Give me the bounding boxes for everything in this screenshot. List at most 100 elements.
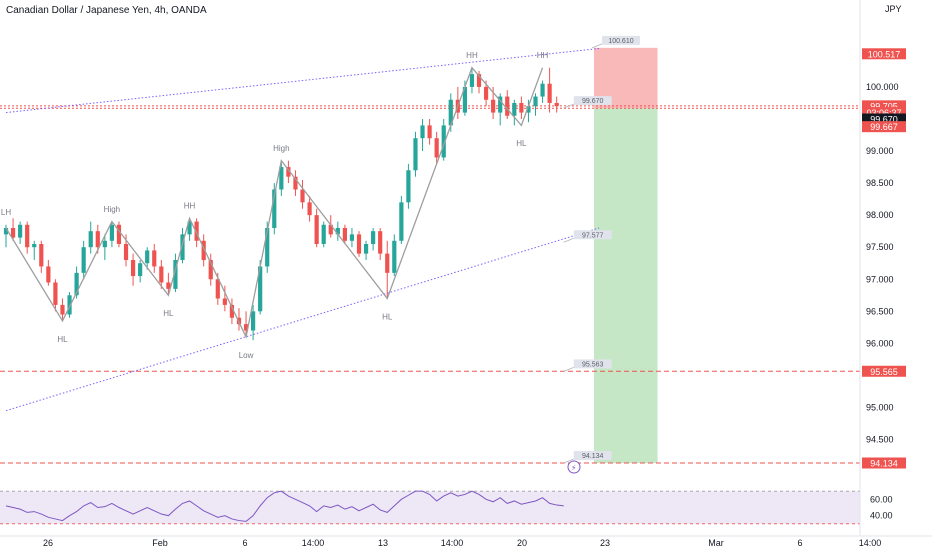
candle-body xyxy=(116,224,122,244)
candle-body xyxy=(130,260,136,277)
candle xyxy=(476,70,482,94)
callout-value: 99.670 xyxy=(582,98,604,105)
candle xyxy=(293,170,298,196)
trendline-0 xyxy=(5,47,600,114)
candle-body xyxy=(293,176,298,190)
candle-body xyxy=(385,253,390,273)
callout-leader xyxy=(563,103,574,109)
candle xyxy=(102,234,107,261)
candle xyxy=(342,224,347,244)
candle-body xyxy=(342,227,347,241)
candle-body xyxy=(392,240,397,273)
callout-leader xyxy=(563,237,574,243)
candle xyxy=(18,221,23,244)
candle xyxy=(32,240,37,261)
price-tick: 98.500 xyxy=(866,178,894,188)
candle-body xyxy=(74,272,79,296)
candle-body xyxy=(547,83,552,103)
candle-body xyxy=(441,125,446,158)
price-badge-text: 94.134 xyxy=(870,458,898,468)
candle xyxy=(434,131,439,164)
candle-body xyxy=(448,99,453,126)
candle-body xyxy=(498,96,503,113)
candle xyxy=(526,99,531,123)
callout-leader xyxy=(563,458,574,464)
time-tick: Feb xyxy=(152,538,168,548)
price-tick: 99.000 xyxy=(866,146,894,156)
price-badge xyxy=(862,113,906,125)
price-badge xyxy=(862,121,906,133)
candle xyxy=(321,221,326,248)
candle xyxy=(286,160,291,184)
candle xyxy=(159,260,164,289)
candle xyxy=(512,99,517,126)
candle xyxy=(130,253,136,286)
candle-body xyxy=(25,224,30,248)
candle xyxy=(109,221,114,248)
candle-body xyxy=(483,86,489,100)
candle-body xyxy=(469,74,475,87)
candle xyxy=(519,96,524,119)
candle-body xyxy=(194,221,199,241)
pivot-label: LH xyxy=(1,208,11,217)
candle xyxy=(272,183,277,235)
callout-value: 95.563 xyxy=(582,361,604,368)
candle xyxy=(222,285,227,312)
candle-body xyxy=(258,266,263,312)
candle-body xyxy=(215,279,220,299)
candle-body xyxy=(321,224,326,244)
candle-body xyxy=(39,244,44,267)
candle-body xyxy=(201,240,206,261)
candle-body xyxy=(18,224,23,238)
candle xyxy=(554,96,559,113)
price-tick: 100.000 xyxy=(866,82,899,92)
candle xyxy=(81,240,86,280)
price-tick: 97.000 xyxy=(866,274,894,284)
price-badge-text: 99.667 xyxy=(870,122,898,132)
time-tick: 26 xyxy=(43,538,53,548)
pivot-label: HL xyxy=(516,139,527,148)
time-tick: 20 xyxy=(517,538,527,548)
candle xyxy=(335,221,340,241)
candle-body xyxy=(95,231,100,248)
price-tick: 96.500 xyxy=(866,306,894,316)
alert-icon[interactable]: ⚡ xyxy=(567,460,581,474)
time-tick: 14:00 xyxy=(302,538,325,548)
candle xyxy=(187,218,192,241)
candle-body xyxy=(476,74,482,87)
candle xyxy=(229,298,235,325)
candle-body xyxy=(505,96,510,116)
candle xyxy=(88,221,93,254)
zigzag-line xyxy=(5,66,544,340)
candle xyxy=(39,240,44,273)
candle xyxy=(427,118,432,145)
candle-body xyxy=(10,227,16,238)
candle-body xyxy=(519,102,524,113)
candle-body xyxy=(307,202,312,216)
svg-text:⚡: ⚡ xyxy=(571,464,577,473)
candle-body xyxy=(208,260,213,280)
price-tick: 97.500 xyxy=(866,242,894,252)
price-axis[interactable]: 100.500100.00099.00098.50098.00097.50097… xyxy=(862,48,906,521)
price-pane: LH HL High HL HH Low High HL HH HL HH 100.610 99.670… xyxy=(0,35,860,464)
candle-body xyxy=(328,224,333,235)
candle-body xyxy=(229,304,235,318)
callout-value: 100.610 xyxy=(608,38,633,45)
candle-body xyxy=(32,244,37,248)
time-tick: 6 xyxy=(797,538,802,548)
price-badge-text: 99.705 xyxy=(870,101,898,111)
candle xyxy=(356,231,362,257)
candle xyxy=(420,118,425,152)
candle xyxy=(243,311,249,337)
candle xyxy=(46,260,51,286)
candle xyxy=(173,253,178,293)
candle xyxy=(116,221,122,248)
candle xyxy=(307,195,312,222)
candle-body xyxy=(67,295,72,315)
candle-body xyxy=(243,324,249,331)
pivot-label: HL xyxy=(57,335,68,344)
candle xyxy=(441,118,446,161)
candle-body xyxy=(152,250,157,267)
